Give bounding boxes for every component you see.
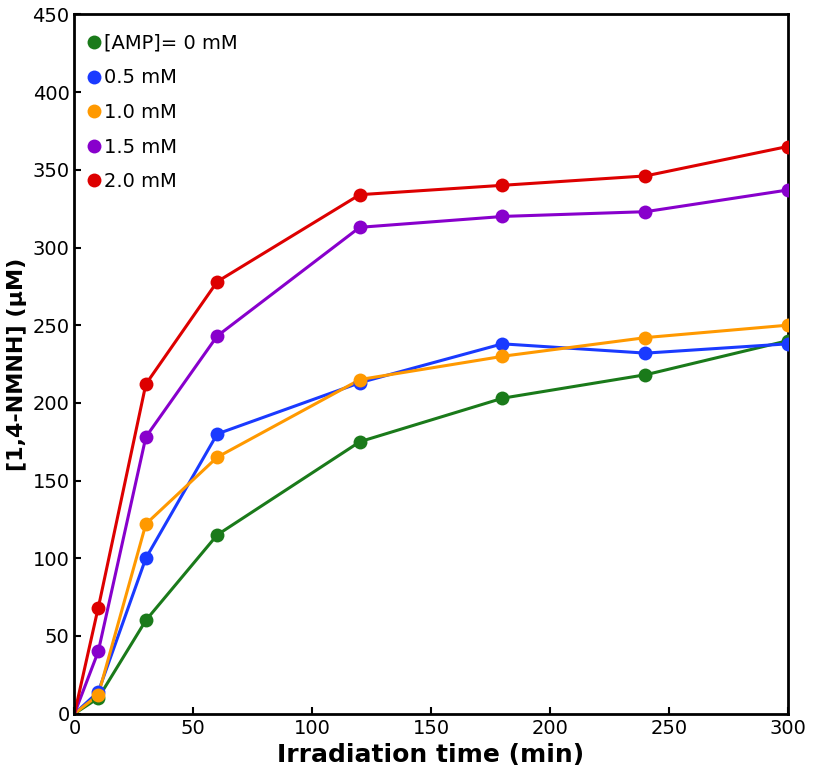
1.5 mM xyxy=(783,186,793,195)
2.0 mM xyxy=(141,379,150,389)
Line: 2.0 mM: 2.0 mM xyxy=(91,139,794,615)
1.0 mM xyxy=(354,375,364,384)
[AMP]= 0 mM xyxy=(498,394,507,403)
0.5 mM xyxy=(212,430,222,439)
0.5 mM xyxy=(354,378,364,387)
1.0 mM xyxy=(640,333,650,342)
[AMP]= 0 mM xyxy=(783,336,793,345)
2.0 mM xyxy=(783,142,793,151)
X-axis label: Irradiation time (min): Irradiation time (min) xyxy=(277,743,585,767)
Y-axis label: [1,4-NMNH] (μM): [1,4-NMNH] (μM) xyxy=(7,258,27,471)
1.0 mM xyxy=(212,453,222,462)
Line: 1.5 mM: 1.5 mM xyxy=(91,183,794,659)
1.0 mM xyxy=(783,320,793,330)
2.0 mM xyxy=(498,180,507,190)
Line: 1.0 mM: 1.0 mM xyxy=(91,318,794,702)
1.5 mM xyxy=(212,331,222,341)
[AMP]= 0 mM xyxy=(212,530,222,539)
1.0 mM xyxy=(141,519,150,529)
0.5 mM xyxy=(141,553,150,563)
2.0 mM xyxy=(212,277,222,286)
0.5 mM xyxy=(93,687,103,697)
Legend: [AMP]= 0 mM, 0.5 mM, 1.0 mM, 1.5 mM, 2.0 mM: [AMP]= 0 mM, 0.5 mM, 1.0 mM, 1.5 mM, 2.0… xyxy=(85,24,247,200)
2.0 mM xyxy=(354,190,364,200)
0.5 mM xyxy=(640,348,650,358)
0.5 mM xyxy=(783,339,793,348)
Line: [AMP]= 0 mM: [AMP]= 0 mM xyxy=(91,334,794,705)
[AMP]= 0 mM xyxy=(141,616,150,625)
1.5 mM xyxy=(498,212,507,221)
1.5 mM xyxy=(93,647,103,656)
1.5 mM xyxy=(640,207,650,217)
1.5 mM xyxy=(354,223,364,232)
[AMP]= 0 mM xyxy=(640,370,650,379)
0.5 mM xyxy=(498,339,507,348)
[AMP]= 0 mM xyxy=(354,437,364,447)
1.0 mM xyxy=(498,351,507,361)
2.0 mM xyxy=(640,171,650,180)
1.5 mM xyxy=(141,433,150,442)
1.0 mM xyxy=(93,690,103,700)
2.0 mM xyxy=(93,604,103,613)
Line: 0.5 mM: 0.5 mM xyxy=(91,337,794,699)
[AMP]= 0 mM xyxy=(93,694,103,703)
